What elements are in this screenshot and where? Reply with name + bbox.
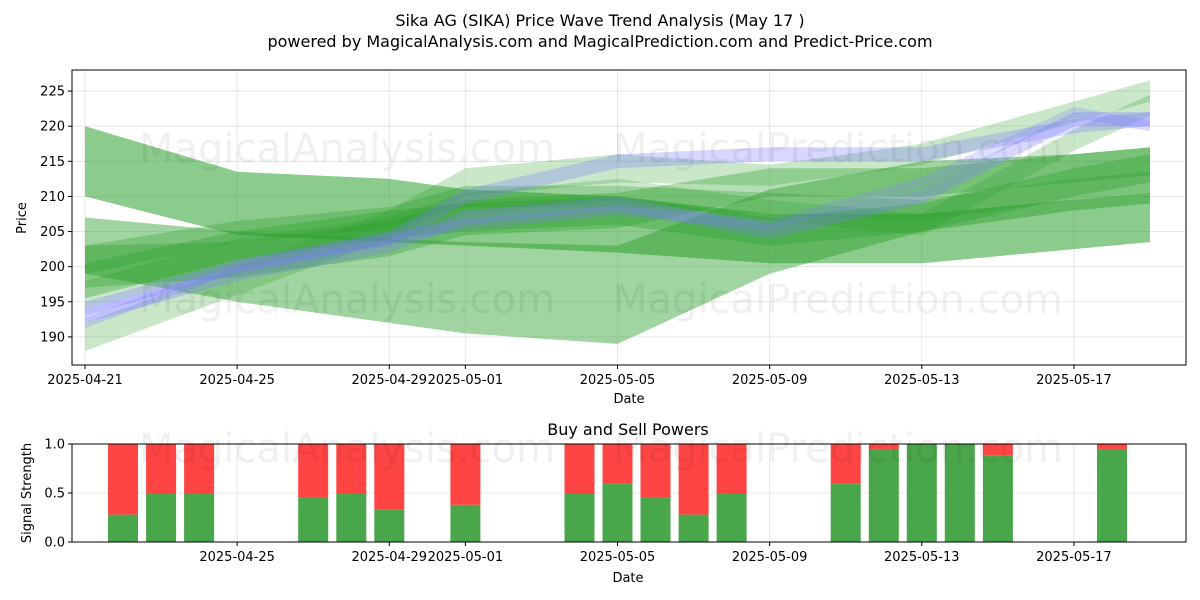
sell-bar bbox=[716, 444, 747, 493]
price-wave-band-9 bbox=[85, 112, 1150, 323]
sell-bar bbox=[184, 444, 215, 493]
price-x-tick-label: 2025-04-29 bbox=[352, 373, 428, 388]
signal-y-label: Signal Strength bbox=[20, 443, 35, 543]
price-x-tick-label: 2025-04-21 bbox=[47, 373, 123, 388]
sell-bar bbox=[564, 444, 595, 493]
buy-bar bbox=[602, 483, 633, 542]
signal-x-ticks: 2025-04-25 2025-04-29 2025-05-01 2025-05-05… bbox=[199, 542, 1112, 565]
signal-panel: Buy and Sell Powers MagicalAnalysis.com … bbox=[20, 420, 1187, 586]
price-x-tick-label: 2025-04-25 bbox=[199, 373, 275, 388]
signal-x-tick-label: 2025-05-17 bbox=[1036, 550, 1112, 565]
buy-bar bbox=[450, 504, 481, 542]
sell-bar bbox=[146, 444, 177, 493]
buy-bar bbox=[336, 493, 367, 542]
buy-bar bbox=[374, 509, 405, 542]
signal-x-tick-label: 2025-05-13 bbox=[884, 550, 960, 565]
buy-bar bbox=[1097, 448, 1127, 542]
signal-y-tick-label: 1.0 bbox=[44, 438, 65, 453]
signal-bars bbox=[108, 444, 1127, 542]
price-y-ticks: 190 195 200 205 210 215 220 225 bbox=[40, 85, 72, 345]
buy-bar bbox=[716, 493, 747, 542]
price-x-tick-label: 2025-05-01 bbox=[428, 373, 504, 388]
price-y-tick-label: 200 bbox=[40, 260, 65, 275]
price-y-tick-label: 205 bbox=[40, 225, 65, 240]
sell-bar bbox=[1097, 444, 1127, 449]
signal-x-tick-label: 2025-05-09 bbox=[732, 550, 808, 565]
signal-y-ticks: 0.0 0.5 1.0 bbox=[44, 438, 72, 551]
price-panel: MagicalAnalysis.com MagicalPrediction.co… bbox=[15, 69, 1187, 407]
price-wave-band-3 bbox=[85, 147, 1150, 288]
price-wave-band-2 bbox=[85, 147, 1150, 344]
price-y-label: Price bbox=[15, 202, 30, 234]
price-y-tick-label: 215 bbox=[40, 155, 65, 170]
signal-x-tick-label: 2025-05-05 bbox=[580, 550, 656, 565]
signal-x-label: Date bbox=[612, 571, 643, 586]
signal-x-tick-label: 2025-05-01 bbox=[428, 550, 504, 565]
price-x-tick-label: 2025-05-05 bbox=[580, 373, 656, 388]
watermark-lower-right: MagicalPrediction.com bbox=[613, 277, 1063, 323]
price-x-tick-label: 2025-05-09 bbox=[732, 373, 808, 388]
buy-bar bbox=[184, 493, 215, 542]
buy-bar bbox=[640, 497, 671, 542]
sell-bar bbox=[374, 444, 405, 510]
sell-bar bbox=[830, 444, 861, 484]
chart-title: Sika AG (SIKA) Price Wave Trend Analysis… bbox=[395, 11, 804, 30]
sell-bar bbox=[336, 444, 367, 493]
buy-bar bbox=[146, 493, 177, 542]
price-wave-band-4 bbox=[85, 154, 1150, 299]
price-wave-band-8 bbox=[85, 112, 1150, 316]
price-plot-frame bbox=[71, 69, 1187, 366]
price-wave-band-10 bbox=[85, 106, 1150, 329]
signal-y-tick-label: 0.0 bbox=[44, 536, 65, 551]
sell-bar bbox=[982, 444, 1013, 456]
price-wave-band-1 bbox=[85, 126, 1150, 264]
price-x-ticks: 2025-04-21 2025-04-25 2025-04-29 2025-05-01… bbox=[47, 365, 1112, 388]
sell-bar bbox=[868, 444, 899, 449]
buy-bar bbox=[982, 455, 1013, 542]
price-y-tick-label: 195 bbox=[40, 295, 65, 310]
price-x-tick-label: 2025-05-17 bbox=[1036, 373, 1112, 388]
buy-bar bbox=[298, 497, 329, 542]
buy-bar bbox=[108, 514, 138, 542]
buy-bar bbox=[830, 483, 861, 542]
sell-bar bbox=[450, 444, 481, 505]
watermark-upper-left: MagicalAnalysis.com bbox=[139, 126, 555, 172]
price-y-tick-label: 220 bbox=[40, 120, 65, 135]
price-y-tick-label: 210 bbox=[40, 190, 65, 205]
sell-bar bbox=[298, 444, 329, 498]
chart-subtitle: powered by MagicalAnalysis.com and Magic… bbox=[267, 32, 932, 51]
buy-bar bbox=[944, 444, 975, 542]
signal-x-tick-label: 2025-04-29 bbox=[352, 550, 428, 565]
price-y-tick-label: 225 bbox=[40, 85, 65, 100]
sell-bar bbox=[602, 444, 633, 484]
price-waves bbox=[85, 80, 1150, 351]
signal-x-tick-label: 2025-04-25 bbox=[199, 550, 275, 565]
buy-bar bbox=[564, 493, 595, 542]
signal-panel-title: Buy and Sell Powers bbox=[547, 420, 709, 439]
price-y-tick-label: 190 bbox=[40, 330, 65, 345]
price-x-label: Date bbox=[613, 392, 644, 407]
price-wave-band-7 bbox=[85, 171, 1150, 274]
watermark-upper-right: MagicalPrediction.com bbox=[613, 126, 1063, 172]
watermark-signal-right: MagicalPrediction.com bbox=[613, 426, 1063, 472]
sell-bar bbox=[678, 444, 709, 515]
signal-y-tick-label: 0.5 bbox=[44, 487, 65, 502]
price-x-tick-label: 2025-05-13 bbox=[884, 373, 960, 388]
buy-bar bbox=[868, 448, 899, 542]
watermark-signal-left: MagicalAnalysis.com bbox=[139, 426, 555, 472]
buy-bar bbox=[678, 514, 709, 542]
sell-bar bbox=[108, 444, 138, 515]
watermark-lower-left: MagicalAnalysis.com bbox=[139, 277, 555, 323]
buy-bar bbox=[906, 444, 937, 542]
sell-bar bbox=[640, 444, 671, 498]
